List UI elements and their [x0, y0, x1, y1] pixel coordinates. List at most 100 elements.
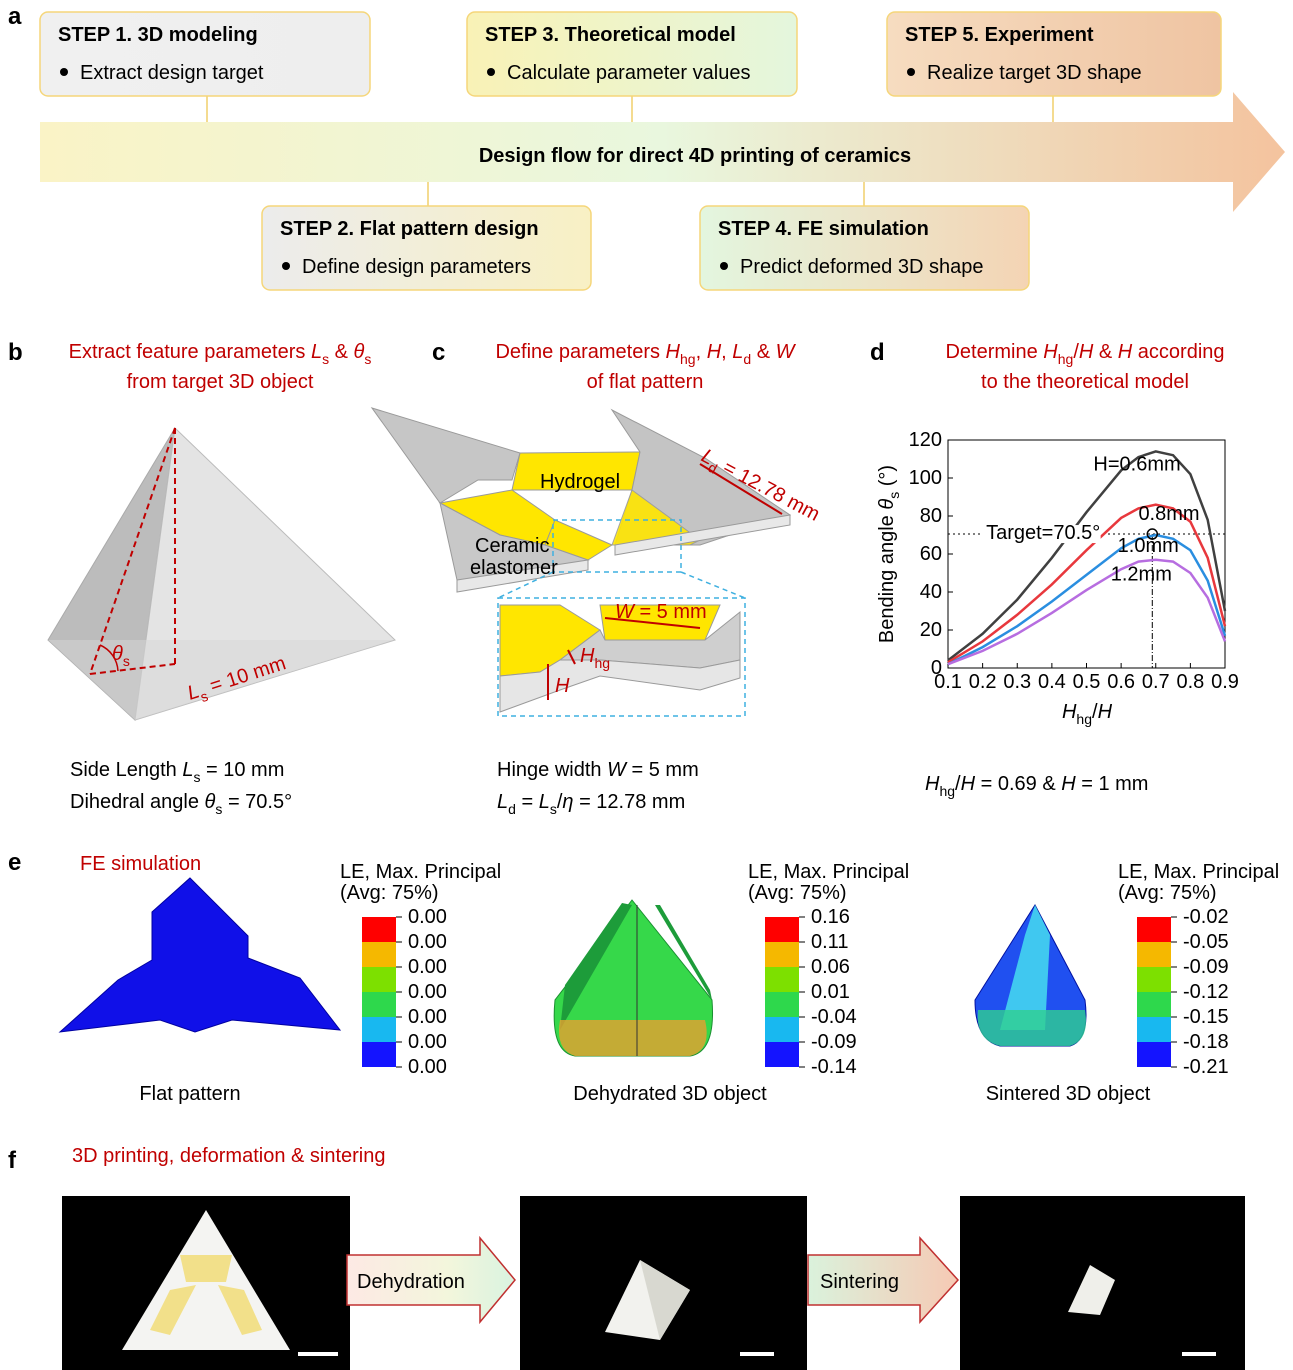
- heading-part: to the theoretical model: [981, 371, 1189, 393]
- y-tick-label: 60: [920, 543, 942, 565]
- colorbar-label: -0.02: [1183, 906, 1229, 928]
- colorbar-band: [765, 942, 799, 967]
- heading-part: s: [364, 351, 371, 367]
- colorbar-band: [362, 1017, 396, 1042]
- result-part: H: [1061, 773, 1076, 795]
- x-tick-label: 0.5: [1073, 671, 1101, 693]
- heading-part: H: [1043, 341, 1058, 363]
- plot-frame: [948, 440, 1225, 668]
- dimension-label-part: H: [580, 645, 595, 667]
- bullet: [60, 68, 68, 76]
- colorbar-band: [765, 992, 799, 1017]
- heading-part: d: [743, 351, 751, 367]
- colorbar-label: 0.00: [408, 1056, 447, 1078]
- dimension-label-part: = 5 mm: [634, 601, 707, 623]
- colorbar-band: [362, 967, 396, 992]
- colorbar-band: [765, 917, 799, 942]
- result-part: H: [961, 773, 976, 795]
- y-axis-label-part: (°): [876, 465, 898, 492]
- panel-label: a: [8, 3, 22, 30]
- y-axis-label-part: θ: [876, 499, 898, 510]
- heading-part: from target 3D object: [127, 371, 314, 393]
- caption: Sintered 3D object: [986, 1083, 1151, 1105]
- target-label: Target=70.5°: [986, 522, 1100, 544]
- colorbar-label: -0.18: [1183, 1031, 1229, 1053]
- illustration-shape: [372, 408, 520, 503]
- caption-part: = 70.5°: [222, 791, 292, 813]
- heading-part: ,: [721, 341, 732, 363]
- legend-title: (Avg: 75%): [340, 882, 439, 904]
- caption-part: L: [182, 759, 193, 781]
- dimension-label-part: hg: [594, 655, 610, 671]
- step-title: STEP 3. Theoretical model: [485, 24, 736, 46]
- y-tick-label: 40: [920, 581, 942, 603]
- caption-part: s: [193, 769, 200, 785]
- x-tick-label: 0.1: [934, 671, 962, 693]
- caption-part: = 12.78 mm: [574, 791, 686, 813]
- bullet: [487, 68, 495, 76]
- arrow-label: Sintering: [820, 1271, 899, 1293]
- caption-part: η: [562, 791, 573, 813]
- colorbar-label: 0.00: [408, 906, 447, 928]
- material-label: Ceramic: [475, 535, 549, 557]
- colorbar-band: [1137, 942, 1171, 967]
- colorbar-label: 0.01: [811, 981, 850, 1003]
- result-part: = 1 mm: [1076, 773, 1149, 795]
- heading: Determine Hhg/H & H according: [945, 341, 1224, 367]
- heading-part: ,: [696, 341, 707, 363]
- x-tick-label: 0.9: [1211, 671, 1239, 693]
- colorbar-band: [362, 992, 396, 1017]
- y-axis-label-part: Bending angle: [876, 510, 898, 643]
- colorbar-label: 0.00: [408, 1006, 447, 1028]
- x-tick-label: 0.6: [1107, 671, 1135, 693]
- caption-part: Dihedral angle: [70, 791, 205, 813]
- result: Hhg/H = 0.69 & H = 1 mm: [925, 773, 1148, 799]
- heading-part: according: [1132, 341, 1224, 363]
- colorbar-label: -0.09: [811, 1031, 857, 1053]
- bullet: [720, 262, 728, 270]
- caption: Ld = Ls/η = 12.78 mm: [497, 791, 685, 817]
- caption-part: L: [497, 791, 508, 813]
- illustration-shape: [1182, 1352, 1216, 1356]
- colorbar-band: [765, 967, 799, 992]
- heading: FE simulation: [80, 853, 201, 875]
- heading: Define parameters Hhg, H, Ld & W: [495, 341, 796, 367]
- step-item: Calculate parameter values: [507, 62, 750, 84]
- y-axis-label: Bending angle θs (°): [876, 465, 902, 643]
- colorbar-band: [1137, 1042, 1171, 1067]
- x-tick-label: 0.2: [969, 671, 997, 693]
- heading-part: &: [751, 341, 775, 363]
- caption: Hinge width W = 5 mm: [497, 759, 699, 781]
- heading-part: L: [732, 341, 743, 363]
- heading-part: hg: [1058, 351, 1074, 367]
- colorbar-label: -0.14: [811, 1056, 857, 1078]
- caption-part: Side Length: [70, 759, 182, 781]
- bullet: [907, 68, 915, 76]
- colorbar-label: -0.09: [1183, 956, 1229, 978]
- illustration-shape: [559, 1020, 707, 1056]
- caption-part: Hinge width: [497, 759, 607, 781]
- x-tick-label: 0.7: [1142, 671, 1170, 693]
- heading: 3D printing, deformation & sintering: [72, 1145, 386, 1167]
- step-title: STEP 5. Experiment: [905, 24, 1094, 46]
- heading: to the theoretical model: [981, 371, 1189, 393]
- colorbar-label: -0.21: [1183, 1056, 1229, 1078]
- series-line: [948, 451, 1225, 660]
- heading: from target 3D object: [127, 371, 314, 393]
- dimension-label: W = 5 mm: [615, 601, 707, 623]
- dimension-label-part: W: [615, 601, 636, 623]
- step-title: STEP 4. FE simulation: [718, 218, 929, 240]
- colorbar-label: 0.00: [408, 981, 447, 1003]
- colorbar-band: [362, 1042, 396, 1067]
- series-label: H=0.6mm: [1093, 453, 1180, 475]
- step-item: Realize target 3D shape: [927, 62, 1142, 84]
- illustration-shape: [681, 572, 745, 598]
- caption-part: = 5 mm: [626, 759, 699, 781]
- colorbar-band: [765, 1017, 799, 1042]
- caption-part: =: [516, 791, 539, 813]
- colorbar-label: -0.05: [1183, 931, 1229, 953]
- colorbar-label: 0.11: [811, 931, 848, 953]
- panel-label: e: [8, 849, 21, 876]
- illustration-shape: [298, 1352, 338, 1356]
- caption-part: d: [508, 801, 516, 817]
